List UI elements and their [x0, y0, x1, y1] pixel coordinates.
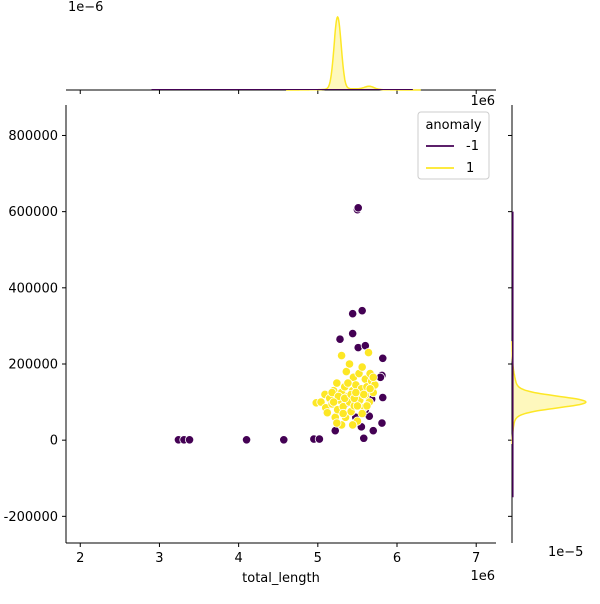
top-marginal-kde-fill-normal — [286, 17, 421, 90]
scatter-point-normal — [363, 347, 374, 358]
right-marginal-plot — [508, 105, 587, 543]
y-tick-label: 600000 — [8, 205, 58, 220]
scatter-point-normal — [362, 401, 372, 411]
scatter-point-anomaly — [314, 434, 325, 444]
x-tick-label: 7 — [472, 551, 480, 566]
y-tick-label: 800000 — [8, 129, 58, 144]
scatter-point-normal — [329, 397, 339, 407]
scatter-point-anomaly — [184, 435, 195, 445]
right-marginal-kde-fill-normal — [512, 341, 586, 444]
scatter-point-anomaly — [378, 353, 388, 363]
legend-entry-label: 1 — [466, 161, 474, 176]
legend-entry-label: -1 — [466, 139, 479, 154]
scatter-point-anomaly — [241, 435, 252, 445]
scatter-point-normal — [338, 408, 348, 419]
scatter-point-normal — [352, 401, 363, 411]
scatter-point-normal — [336, 351, 347, 361]
top-marginal-offset-label: 1e−6 — [68, 0, 103, 15]
scatter-point-normal — [332, 378, 342, 388]
scatter-point-anomaly — [378, 392, 388, 403]
scatter-point-anomaly — [357, 306, 367, 316]
scatter-point-normal — [343, 378, 353, 388]
top-marginal-kde-normal — [286, 15, 421, 91]
scatter-point-anomaly — [353, 203, 363, 213]
scatter-point-anomaly — [359, 433, 369, 443]
scatter-point-normal — [344, 359, 355, 369]
x-tick-label: 3 — [155, 551, 163, 566]
y-tick-label: 0 — [50, 434, 58, 449]
scatter-point-anomaly — [348, 328, 358, 339]
legend: anomaly -1 1 — [417, 111, 490, 180]
x-tick-label: 6 — [393, 551, 401, 566]
x-tick-label: 5 — [314, 551, 322, 566]
x-tick-label: 2 — [76, 551, 84, 566]
y-offset-label: 1e6 — [470, 94, 495, 109]
y-tick-label: 200000 — [8, 357, 58, 372]
right-marginal-offset-label: 1e−5 — [548, 545, 583, 560]
scatter-point-normal — [332, 418, 342, 428]
scatter-point-anomaly — [335, 334, 345, 344]
scatter-point-normal — [351, 387, 361, 398]
scatter-point-normal — [341, 367, 351, 377]
scatter-point-anomaly — [368, 426, 378, 436]
scatter-point-normal — [368, 372, 378, 382]
main-scatter-plot: 2 3 4 5 6 7 -200000 0 200000 400000 600000 800000 — [4, 105, 496, 566]
scatter-point-normal — [322, 408, 332, 418]
scatter-point-normal — [357, 362, 367, 372]
scatter-point-normal — [348, 420, 358, 430]
x-axis-label: total_length — [242, 571, 320, 586]
y-tick-label: 400000 — [8, 281, 58, 296]
y-tick-label: -200000 — [4, 510, 58, 525]
scatter-point-normal — [365, 384, 375, 394]
scatter-point-anomaly — [279, 435, 289, 445]
scatter-point-anomaly — [377, 418, 387, 428]
x-tick-label: 4 — [234, 551, 242, 566]
top-marginal-plot — [66, 15, 496, 94]
x-offset-label: 1e6 — [470, 569, 495, 584]
legend-title: anomaly — [425, 118, 481, 133]
scatter-point-normal — [357, 408, 367, 419]
scatter-point-anomaly — [348, 309, 358, 319]
